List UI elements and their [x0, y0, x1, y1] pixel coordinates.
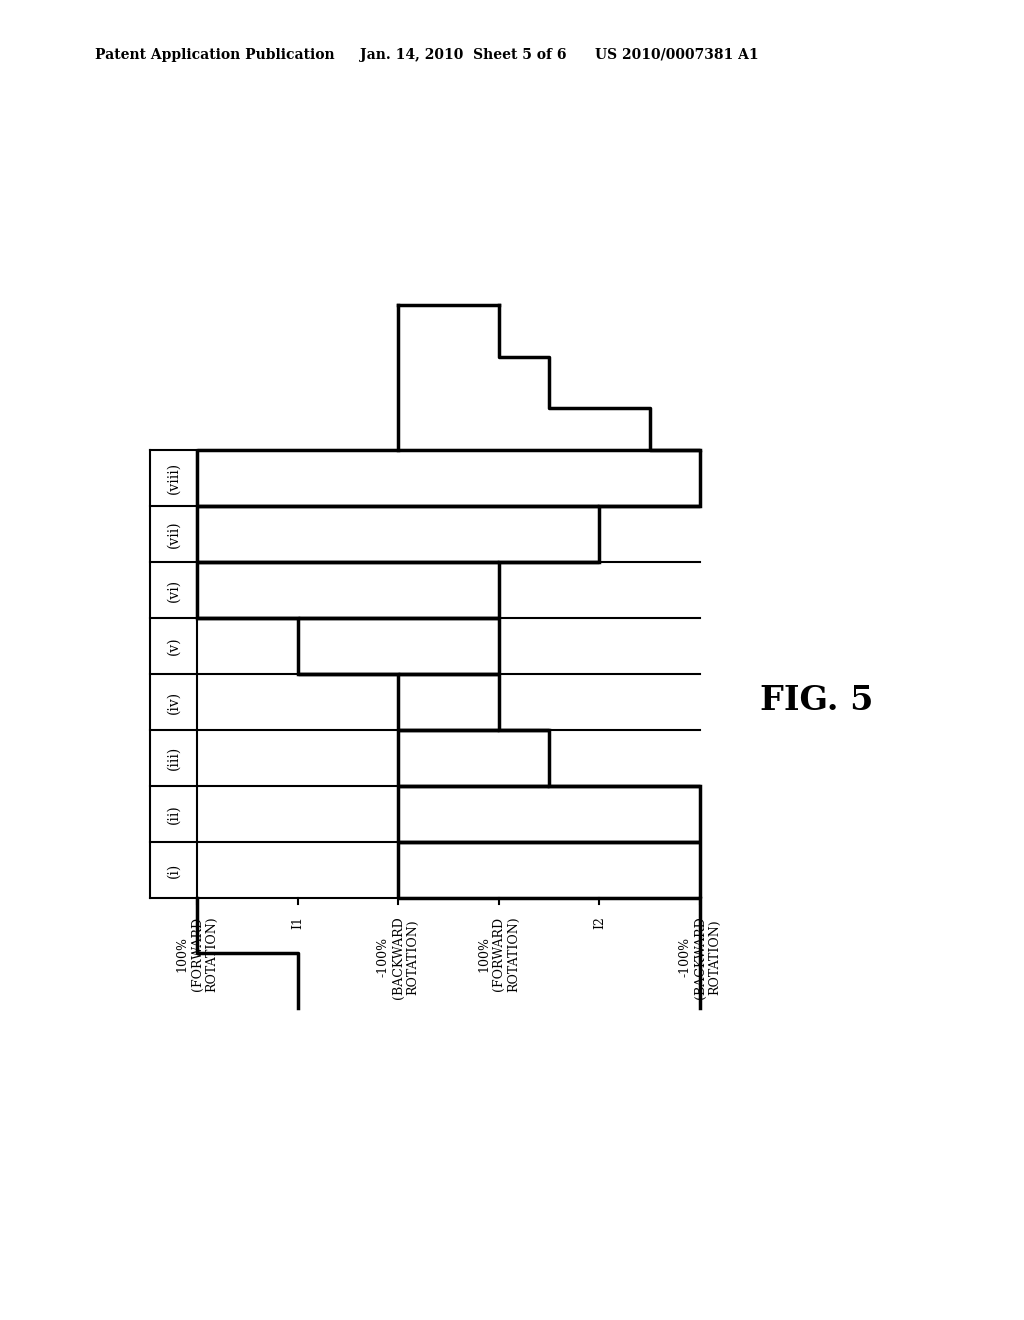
Text: Jan. 14, 2010  Sheet 5 of 6: Jan. 14, 2010 Sheet 5 of 6: [360, 48, 566, 62]
Text: (iii): (iii): [167, 746, 180, 770]
Text: I2: I2: [593, 916, 606, 929]
Text: (i): (i): [167, 862, 180, 878]
Text: (viii): (viii): [167, 462, 180, 494]
Text: -100%
(BACKWARD
ROTATION): -100% (BACKWARD ROTATION): [679, 916, 722, 999]
Text: 100%
(FORWARD
ROTATION): 100% (FORWARD ROTATION): [477, 916, 520, 991]
Text: (iv): (iv): [167, 690, 180, 714]
Text: 100%
(FORWARD
ROTATION): 100% (FORWARD ROTATION): [175, 916, 218, 991]
Text: (ii): (ii): [167, 804, 180, 824]
Text: -100%
(BACKWARD
ROTATION): -100% (BACKWARD ROTATION): [377, 916, 420, 999]
Text: I1: I1: [291, 916, 304, 929]
Text: FIG. 5: FIG. 5: [760, 684, 873, 717]
Text: (vii): (vii): [167, 520, 180, 548]
Text: Patent Application Publication: Patent Application Publication: [95, 48, 335, 62]
Text: (vi): (vi): [167, 578, 180, 602]
Text: US 2010/0007381 A1: US 2010/0007381 A1: [595, 48, 759, 62]
Text: (v): (v): [167, 636, 180, 655]
